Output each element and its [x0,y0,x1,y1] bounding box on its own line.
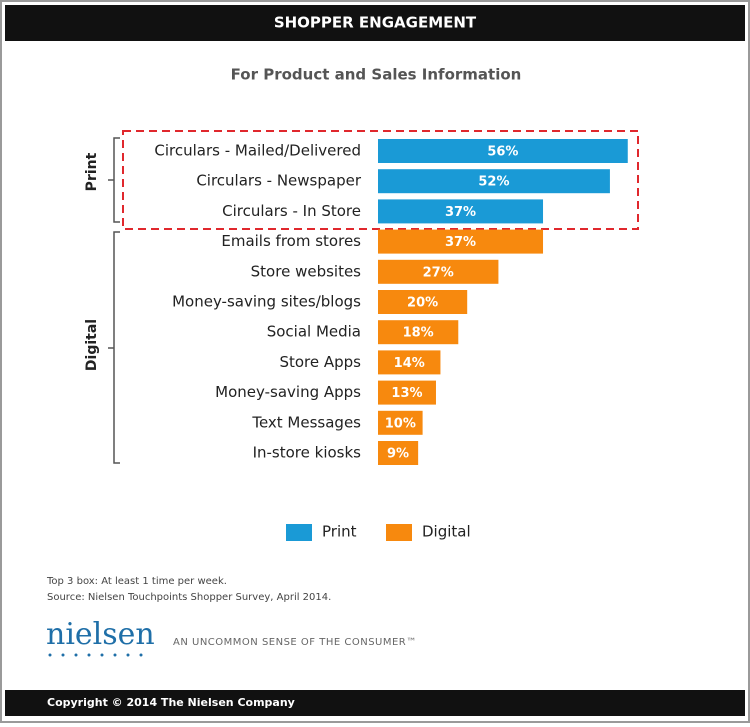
bar [378,290,468,314]
value-label: 27% [423,265,454,280]
footer-bar [5,690,745,716]
bar [378,380,436,405]
value-label: 9% [387,447,409,462]
category-label: Emails from stores [221,232,361,250]
bar [378,199,544,224]
legend-label: Digital [422,523,471,541]
category-label: Text Messages [251,413,361,431]
value-label: 20% [407,296,438,311]
logo: nielsen [46,617,155,652]
logo-dots [48,653,143,657]
chart-title: For Product and Sales Information [231,66,522,84]
bar [378,139,628,163]
digital-bracket [108,231,120,464]
legend-swatch [286,524,312,541]
brackets [108,137,120,464]
value-label: 13% [391,386,422,401]
category-label: Circulars - Newspaper [196,172,362,190]
value-label: 52% [478,175,509,190]
group-label: Digital [84,319,100,371]
bar [378,320,459,345]
bar [378,259,499,284]
category-label: Circulars - Mailed/Delivered [154,142,361,160]
legend-label: Print [322,523,357,541]
category-label: Store websites [251,262,362,280]
value-label: 10% [385,416,416,431]
value-label: 18% [403,326,434,341]
value-label: 14% [394,356,425,371]
bar [378,350,441,375]
value-label: 37% [445,235,476,250]
tagline: AN UNCOMMON SENSE OF THE CONSUMER™ [173,637,417,648]
category-label: Store Apps [279,353,361,371]
note: Source: Nielsen Touchpoints Shopper Surv… [47,592,331,603]
value-label: 37% [445,205,476,220]
category-label: Circulars - In Store [222,202,361,220]
bar [378,441,419,465]
category-label: Social Media [267,323,361,341]
bar [378,169,610,194]
highlight-box [122,130,639,230]
note: Top 3 box: At least 1 time per week. [46,576,227,587]
header-title: SHOPPER ENGAGEMENT [274,14,477,32]
bar [378,410,423,435]
print-bracket [108,137,120,223]
legend-swatch [386,524,412,541]
value-label: 56% [487,145,518,160]
category-label: In-store kiosks [253,444,362,462]
category-label: Money-saving sites/blogs [172,293,361,311]
category-label: Money-saving Apps [215,383,361,401]
header-bar [5,5,745,41]
group-label: Print [84,152,100,191]
bar [378,229,544,254]
footer: Copyright © 2014 The Nielsen Company [47,696,295,709]
